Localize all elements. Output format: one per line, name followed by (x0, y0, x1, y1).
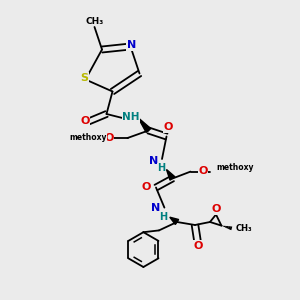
Text: H: H (157, 163, 165, 173)
Polygon shape (170, 217, 179, 224)
Text: CH₃: CH₃ (85, 16, 103, 26)
Text: O: O (212, 204, 221, 214)
Text: methoxy: methoxy (70, 134, 107, 142)
Text: S: S (80, 73, 88, 83)
Text: O: O (193, 241, 203, 251)
Polygon shape (167, 169, 175, 180)
Text: N: N (149, 156, 158, 167)
Polygon shape (138, 118, 151, 132)
Text: N: N (152, 203, 160, 213)
Text: H: H (159, 212, 167, 222)
Text: O: O (163, 122, 173, 133)
Text: NH: NH (122, 112, 140, 122)
Text: O: O (198, 166, 208, 176)
Text: O: O (80, 116, 90, 127)
Text: N: N (127, 40, 136, 50)
Text: methoxy: methoxy (216, 164, 254, 172)
Text: O: O (104, 133, 114, 143)
Text: CH₃: CH₃ (236, 224, 253, 233)
Text: O: O (141, 182, 151, 192)
